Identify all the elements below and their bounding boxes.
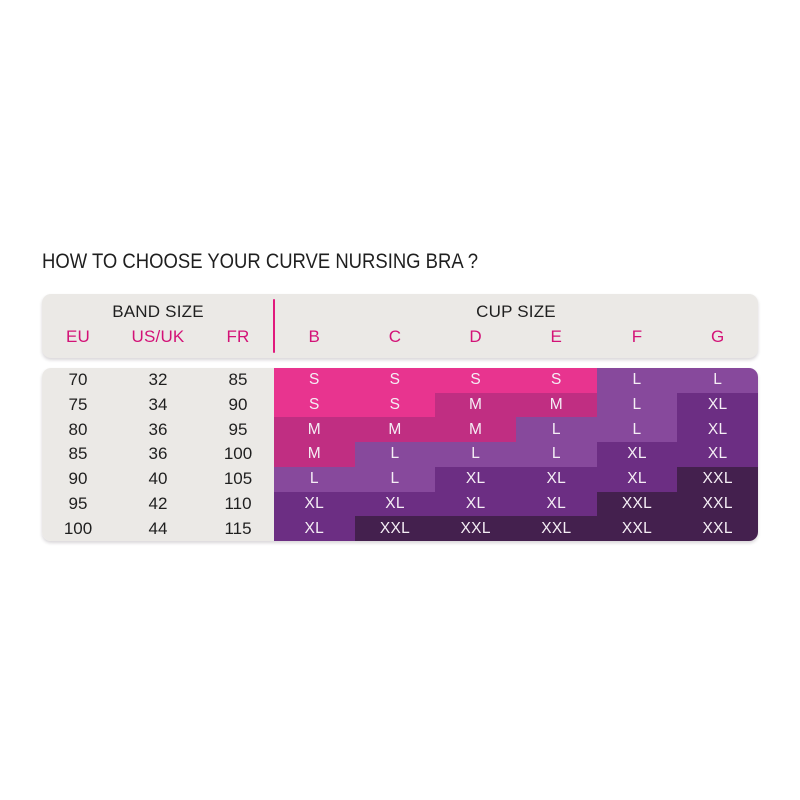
- cup-cell: M: [354, 417, 436, 443]
- cup-cell: XXL: [515, 516, 597, 541]
- band-cell-fr: 115: [224, 518, 252, 538]
- band-size-header: BAND SIZE: [112, 302, 204, 321]
- cup-cell: XXL: [596, 491, 678, 517]
- band-cell-usuk: 36: [148, 419, 168, 439]
- cup-col-label: G: [710, 327, 725, 346]
- page-title: HOW TO CHOOSE YOUR CURVE NURSING BRA ?: [42, 250, 479, 273]
- header-divider: [273, 299, 275, 353]
- band-cell-eu: 95: [68, 493, 88, 513]
- cup-cell: L: [596, 417, 678, 443]
- cup-cell: L: [596, 368, 678, 393]
- cup-cell: XXL: [596, 516, 678, 541]
- cup-cell: XXL: [677, 516, 758, 541]
- cup-cell: XL: [677, 417, 758, 443]
- cup-cell: S: [515, 368, 597, 393]
- cup-col-label: B: [308, 327, 321, 346]
- band-cell-usuk: 32: [148, 370, 168, 390]
- cup-cell: XL: [515, 491, 597, 517]
- cup-cell: XL: [677, 392, 758, 418]
- cup-size-section: CUP SIZE B C D E F G: [274, 294, 758, 358]
- cup-cell: XL: [354, 491, 436, 517]
- cup-cell: S: [354, 392, 436, 418]
- band-col-label: EU: [65, 327, 91, 346]
- band-cell-usuk: 40: [148, 469, 168, 489]
- cup-cell: M: [274, 442, 355, 467]
- band-size-values: 70 32 85 75 34 90 80 36 95 85 36 100 90 40 105 95 42 110 1…: [42, 368, 274, 541]
- cup-cell: L: [515, 442, 597, 467]
- cup-cell: L: [596, 392, 678, 418]
- band-column-labels: EU US/UK FR: [42, 325, 274, 349]
- band-cell-usuk: 42: [148, 493, 168, 513]
- cup-cell: M: [274, 417, 355, 443]
- cup-cell: XXL: [435, 516, 516, 541]
- band-cell-eu: 80: [68, 419, 88, 439]
- cup-col-label: C: [388, 327, 402, 346]
- band-cell-eu: 75: [68, 395, 88, 415]
- cup-cell: L: [274, 466, 355, 492]
- band-cell-usuk: 34: [148, 395, 168, 415]
- band-cell-fr: 90: [228, 395, 248, 415]
- cup-cell: M: [435, 392, 516, 418]
- cup-size-matrix: S S S S L L S S M M L XL M M M L L XL M L L L XL XL L L XL XL XL XXL X…: [274, 368, 758, 541]
- band-cell-eu: 70: [68, 370, 88, 390]
- cup-cell: XL: [596, 442, 678, 467]
- band-cell-fr: 85: [228, 370, 248, 390]
- cup-cell: XXL: [677, 491, 758, 517]
- cup-cell: L: [677, 368, 758, 393]
- band-cell-eu: 100: [63, 518, 93, 538]
- size-table: 70 32 85 75 34 90 80 36 95 85 36 100 90 40 105 95 42 110 1…: [42, 368, 758, 541]
- band-cell-fr: 100: [223, 444, 253, 464]
- cup-cell: L: [354, 466, 436, 492]
- cup-cell: XL: [677, 442, 758, 467]
- band-cell-usuk: 36: [148, 444, 168, 464]
- cup-size-header: CUP SIZE: [476, 302, 556, 321]
- cup-cell: XL: [435, 491, 516, 517]
- band-cell-fr: 95: [228, 419, 248, 439]
- cup-cell: XL: [596, 466, 678, 492]
- cup-cell: M: [515, 392, 597, 418]
- cup-cell: S: [274, 368, 355, 393]
- cup-cell: XL: [274, 516, 355, 541]
- cup-cell: S: [274, 392, 355, 418]
- cup-cell: XL: [435, 466, 516, 492]
- band-size-section: BAND SIZE EU US/UK FR: [42, 294, 274, 358]
- cup-col-label: F: [631, 327, 643, 346]
- cup-cell: M: [435, 417, 516, 443]
- band-col-label: FR: [226, 327, 250, 346]
- cup-cell: L: [435, 442, 516, 467]
- cup-cell: XXL: [354, 516, 436, 541]
- band-cell-eu: 90: [68, 469, 88, 489]
- band-cell-usuk: 44: [148, 518, 168, 538]
- cup-cell: XL: [515, 466, 597, 492]
- cup-cell: L: [515, 417, 597, 443]
- band-cell-eu: 85: [68, 444, 88, 464]
- band-cell-fr: 110: [224, 493, 252, 513]
- band-col-label: US/UK: [131, 327, 185, 346]
- cup-cell: XXL: [677, 466, 758, 492]
- table-header: BAND SIZE EU US/UK FR CUP SIZE B C D E F G: [42, 294, 758, 358]
- band-cell-fr: 105: [223, 469, 253, 489]
- cup-col-label: E: [550, 327, 563, 346]
- cup-column-labels: B C D E F G: [274, 325, 758, 349]
- cup-cell: S: [435, 368, 516, 393]
- cup-cell: L: [354, 442, 436, 467]
- cup-col-label: D: [469, 327, 482, 346]
- cup-cell: XL: [274, 491, 355, 517]
- cup-cell: S: [354, 368, 436, 393]
